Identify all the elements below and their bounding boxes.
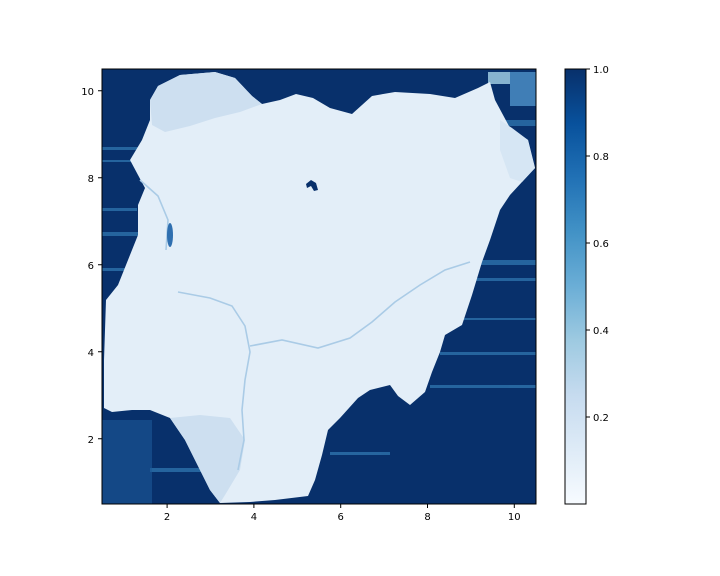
heatmap-plot-area bbox=[102, 69, 536, 504]
y-tick-label: 4 bbox=[88, 348, 94, 359]
x-axis: 2 4 6 8 10 bbox=[164, 504, 521, 523]
colorbar-tick-label: 1.0 bbox=[593, 65, 609, 76]
y-tick-label: 6 bbox=[88, 261, 94, 272]
colorbar-tick-label: 0.4 bbox=[593, 326, 609, 337]
streak bbox=[330, 452, 390, 455]
streak bbox=[102, 268, 130, 271]
streak bbox=[480, 260, 536, 265]
y-tick-label: 2 bbox=[88, 435, 94, 446]
river-east bbox=[249, 261, 471, 349]
streak bbox=[102, 208, 137, 211]
x-tick-label: 4 bbox=[251, 512, 257, 523]
y-axis: 2 4 6 8 10 bbox=[81, 87, 102, 446]
streak bbox=[430, 385, 536, 388]
colorbar-tick-label: 0.8 bbox=[593, 152, 609, 163]
plot-frame bbox=[101, 68, 537, 505]
colorbar-tick-label: 0.6 bbox=[593, 239, 609, 250]
streak bbox=[102, 232, 140, 236]
land-mass bbox=[104, 72, 535, 503]
river-west bbox=[177, 291, 251, 471]
northeast-lighter-region bbox=[500, 120, 535, 182]
streak bbox=[488, 72, 510, 84]
x-tick-label: 8 bbox=[424, 512, 430, 523]
colorbar bbox=[564, 68, 587, 505]
northwest-lighter-region bbox=[150, 72, 262, 132]
x-tick-label: 2 bbox=[164, 512, 170, 523]
inland-dark-spot bbox=[306, 180, 318, 191]
streak bbox=[510, 72, 536, 106]
southwest-lighter-region bbox=[170, 415, 245, 503]
y-tick-label: 8 bbox=[88, 174, 94, 185]
streak bbox=[455, 318, 536, 320]
x-tick-label: 10 bbox=[508, 512, 521, 523]
western-lake bbox=[167, 223, 173, 247]
streak bbox=[440, 352, 536, 355]
streak bbox=[102, 420, 152, 504]
colorbar-tick-label: 0.2 bbox=[593, 413, 609, 424]
streak bbox=[102, 147, 142, 150]
streak bbox=[470, 278, 536, 281]
streak bbox=[102, 160, 140, 162]
streak bbox=[150, 468, 210, 472]
streak-artifacts bbox=[102, 72, 536, 504]
colorbar-axis: 0.2 0.4 0.6 0.8 1.0 bbox=[586, 65, 609, 424]
x-tick-label: 6 bbox=[338, 512, 344, 523]
y-tick-label: 10 bbox=[81, 87, 94, 98]
streak bbox=[500, 120, 536, 126]
